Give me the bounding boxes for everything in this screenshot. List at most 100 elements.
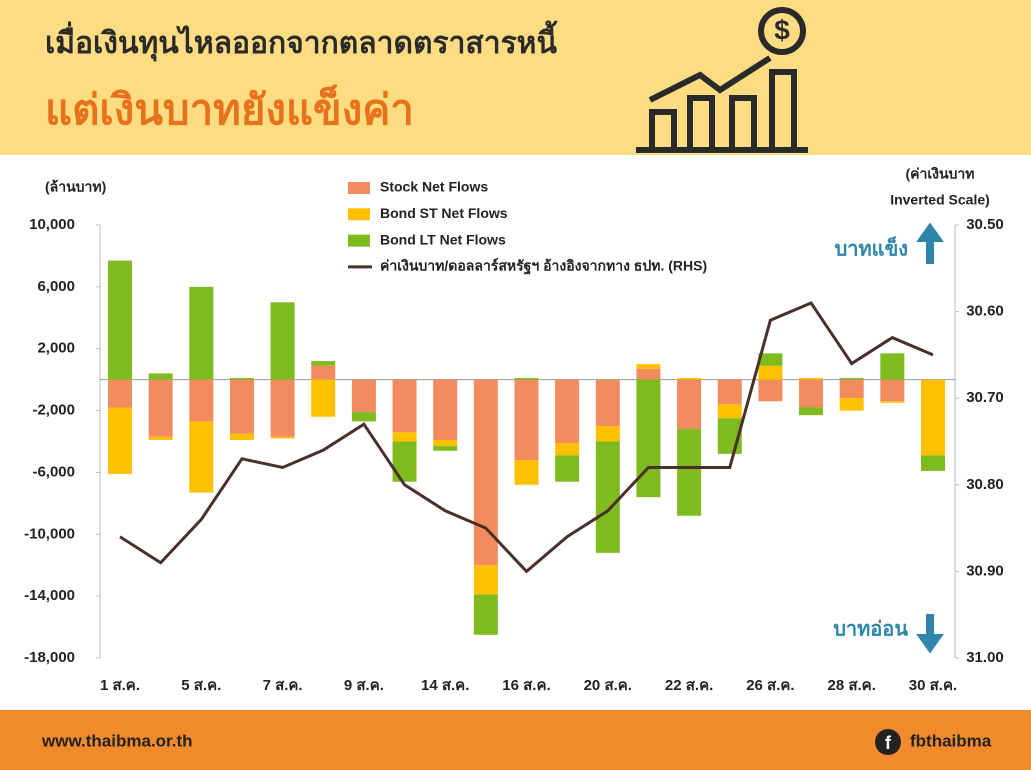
y-tick-label: -10,000 [24, 525, 75, 542]
annotation: บาทแข็ง [835, 235, 908, 260]
bar [270, 379, 295, 437]
bar [229, 378, 254, 380]
y-axis-label: (ล้านบาท) [45, 179, 106, 195]
x-tick-label: 16 ส.ค. [502, 677, 550, 694]
header-icon [636, 7, 808, 153]
bar [433, 379, 458, 440]
legend-swatch [348, 234, 370, 247]
facebook-icon [875, 729, 901, 755]
bar [717, 379, 742, 405]
strong-arrow [916, 222, 944, 264]
header-band [0, 0, 1031, 155]
bar [758, 353, 783, 366]
bar [799, 379, 824, 408]
bar [473, 565, 498, 595]
bar [351, 379, 376, 413]
x-tick-label: 5 ส.ค. [181, 677, 221, 694]
bar [473, 594, 498, 635]
facebook[interactable]: fbthaibma [910, 731, 992, 750]
bar [677, 379, 702, 430]
y-tick-label: -14,000 [24, 587, 75, 604]
legend-label: Bond ST Net Flows [380, 205, 508, 221]
bar [148, 436, 173, 440]
bar [392, 441, 417, 482]
bar [880, 401, 905, 403]
bar [799, 407, 824, 416]
legend-label: Stock Net Flows [380, 179, 488, 195]
bar [270, 302, 295, 380]
bar [758, 365, 783, 380]
bar [392, 432, 417, 442]
footer-band [0, 710, 1031, 770]
bar [555, 443, 580, 456]
annotation: บาทอ่อน [833, 618, 908, 640]
bar [595, 441, 620, 553]
bar [473, 379, 498, 566]
y-tick-label: 2,000 [37, 340, 75, 357]
bar [921, 455, 945, 471]
facebook-icon-letter: f [885, 733, 892, 753]
bar [717, 404, 742, 419]
y2-tick-label: 30.70 [966, 389, 1004, 406]
bar [758, 379, 783, 402]
y-tick-label: 6,000 [37, 278, 75, 295]
bar [880, 379, 905, 402]
y-tick-label: 10,000 [29, 216, 75, 233]
subtitle: แต่เงินบาทยังแข็งค่า [45, 84, 414, 133]
weak-arrow [916, 614, 944, 654]
y-tick-label: -2,000 [32, 402, 75, 419]
x-tick-label: 1 ส.ค. [100, 677, 140, 694]
x-tick-label: 9 ส.ค. [344, 677, 384, 694]
y2-tick-label: 30.50 [966, 216, 1004, 233]
bar [636, 368, 661, 380]
y2-axis-label: Inverted Scale) [890, 192, 990, 208]
bar [189, 379, 214, 422]
bar [108, 407, 132, 474]
y2-tick-label: 30.60 [966, 303, 1004, 320]
website[interactable]: www.thaibma.or.th [41, 731, 193, 750]
line [119, 301, 934, 574]
bar [311, 361, 336, 366]
bar [595, 426, 620, 442]
x-tick-label: 22 ส.ค. [665, 677, 713, 694]
bar [799, 378, 824, 380]
bar [433, 439, 458, 447]
bar [311, 379, 336, 417]
bar [189, 286, 214, 380]
bar [108, 379, 132, 408]
y2-tick-label: 30.90 [966, 562, 1004, 579]
bar [229, 433, 254, 440]
bar [108, 260, 132, 380]
bar [514, 379, 539, 461]
legend-swatch [348, 208, 370, 221]
y2-axis-label: (ค่าเงินบาท [905, 166, 974, 182]
bar [229, 379, 254, 434]
title: เมื่อเงินทุนไหลออกจากตลาดตราสารหนี้ [45, 20, 558, 62]
bar [636, 379, 661, 498]
bar [595, 379, 620, 427]
x-tick-label: 7 ส.ค. [263, 677, 303, 694]
bar [148, 373, 173, 380]
y-tick-label: -18,000 [24, 649, 75, 666]
bar [839, 398, 864, 411]
bar [433, 446, 458, 451]
bar [677, 378, 702, 380]
bar [189, 421, 214, 493]
y-tick-label: -6,000 [32, 463, 75, 480]
bar [311, 365, 336, 380]
bar [839, 379, 864, 399]
legend-label: Bond LT Net Flows [380, 231, 506, 247]
x-tick-label: 28 ส.ค. [828, 677, 876, 694]
x-tick-label: 30 ส.ค. [909, 677, 957, 694]
bar [392, 379, 417, 433]
bar [148, 379, 173, 437]
y2-tick-label: 30.80 [966, 476, 1004, 493]
x-tick-label: 26 ส.ค. [746, 677, 794, 694]
y2-tick-label: 31.00 [966, 649, 1004, 666]
bar [677, 429, 702, 516]
bar [514, 460, 539, 485]
x-tick-label: 14 ส.ค. [421, 677, 469, 694]
x-tick-label: 20 ส.ค. [584, 677, 632, 694]
bar [839, 378, 864, 380]
dollar-icon: $ [774, 14, 790, 45]
